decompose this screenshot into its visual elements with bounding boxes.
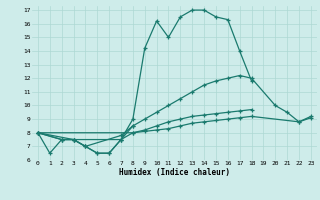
X-axis label: Humidex (Indice chaleur): Humidex (Indice chaleur) [119, 168, 230, 177]
